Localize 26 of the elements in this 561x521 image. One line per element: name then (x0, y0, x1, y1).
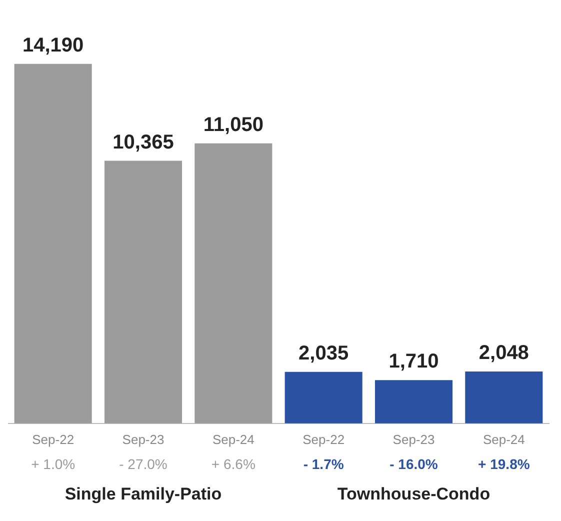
data-label: 10,365 (112, 131, 174, 154)
data-label: 11,050 (203, 114, 264, 136)
text: - 1.7% (303, 456, 344, 472)
x-tick-label: Sep-22 (32, 432, 74, 447)
bar (465, 372, 543, 424)
text: Single Family-Patio (64, 484, 222, 504)
bar (14, 64, 92, 424)
x-tick-label: Sep-23 (392, 432, 435, 447)
x-tick-label: Sep-24 (212, 432, 254, 447)
text: Townhouse-Condo (337, 484, 490, 504)
bar (104, 160, 182, 424)
text: - 16.0% (390, 456, 438, 472)
text: + 19.8% (478, 456, 530, 472)
bar (194, 143, 272, 424)
x-tick-label: Sep-23 (122, 432, 164, 447)
bar (284, 372, 362, 424)
data-label: 2,035 (298, 342, 349, 364)
data-label: 2,048 (478, 342, 529, 364)
bar (374, 380, 453, 424)
text: + 6.6% (211, 456, 256, 472)
text: + 1.0% (31, 456, 76, 472)
data-label: 14,190 (22, 34, 84, 56)
x-tick-label: Sep-24 (482, 432, 525, 447)
data-label: 1,710 (388, 350, 439, 373)
x-tick-label: Sep-22 (302, 432, 345, 447)
text: - 27.0% (119, 456, 168, 472)
